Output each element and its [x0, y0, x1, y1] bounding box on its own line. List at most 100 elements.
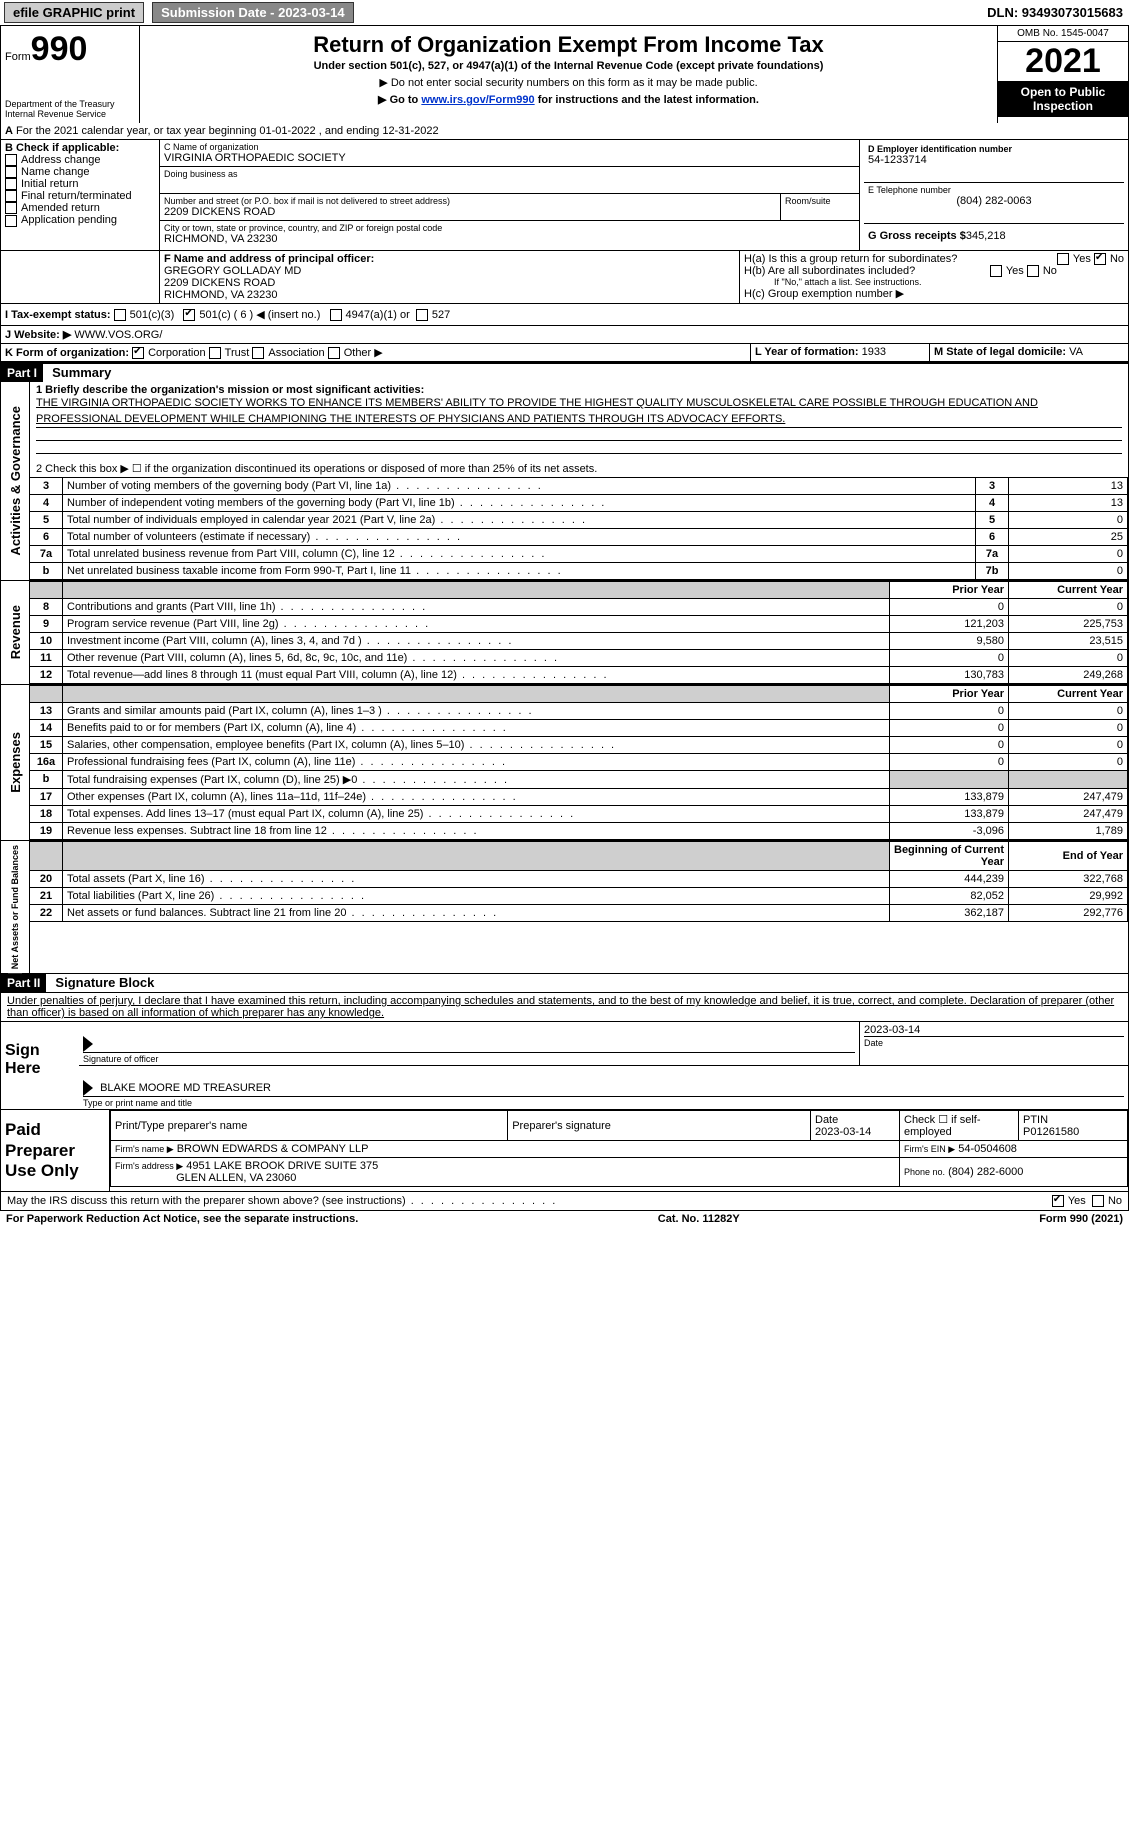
- exp-table: Prior YearCurrent Year13Grants and simil…: [30, 685, 1128, 840]
- other-check[interactable]: [328, 347, 340, 359]
- form-org-label: K Form of organization:: [5, 347, 129, 359]
- preparer-block: Paid Preparer Use Only Print/Type prepar…: [0, 1110, 1129, 1192]
- discuss-yes-check[interactable]: [1052, 1195, 1064, 1207]
- 527-check[interactable]: [416, 309, 428, 321]
- ein-label: D Employer identification number: [868, 144, 1120, 154]
- tax-year: 2021: [998, 42, 1128, 81]
- note2-pre: ▶ Go to: [378, 94, 421, 106]
- form-label: Form: [5, 51, 31, 63]
- website-label: J Website: ▶: [5, 329, 71, 341]
- check-header: B Check if applicable:: [5, 142, 155, 154]
- check-initial[interactable]: Initial return: [5, 178, 155, 190]
- corp-check[interactable]: [132, 347, 144, 359]
- name-addr-col: C Name of organization VIRGINIA ORTHOPAE…: [160, 140, 860, 250]
- arrow-icon-2: [83, 1080, 93, 1096]
- check-amended[interactable]: Amended return: [5, 202, 155, 214]
- irs-link[interactable]: www.irs.gov/Form990: [421, 94, 534, 106]
- org-addr: 2209 DICKENS ROAD: [164, 206, 776, 218]
- form-number: 990: [31, 30, 88, 68]
- officer-addr1: 2209 DICKENS ROAD: [164, 277, 735, 289]
- form-box: Form990 Department of the Treasury Inter…: [1, 26, 140, 123]
- discuss-row: May the IRS discuss this return with the…: [0, 1192, 1129, 1211]
- preparer-title: Paid Preparer Use Only: [1, 1110, 109, 1191]
- revenue-block: Revenue Prior YearCurrent Year8Contribut…: [0, 581, 1129, 685]
- header-right: OMB No. 1545-0047 2021 Open to Public In…: [997, 26, 1128, 123]
- footer-mid: Cat. No. 11282Y: [658, 1213, 740, 1225]
- trust-check[interactable]: [209, 347, 221, 359]
- group-return-box: H(a) Is this a group return for subordin…: [740, 251, 1128, 303]
- yof-label: L Year of formation:: [755, 346, 859, 358]
- check-address[interactable]: Address change: [5, 154, 155, 166]
- efile-print-button[interactable]: efile GRAPHIC print: [4, 2, 144, 23]
- gov-table: 3Number of voting members of the governi…: [30, 477, 1128, 580]
- gross-value: 345,218: [966, 230, 1006, 242]
- prep-phone-label: Phone no.: [904, 1167, 945, 1177]
- header-center: Return of Organization Exempt From Incom…: [140, 26, 997, 123]
- gov-side-label: Activities & Governance: [6, 402, 25, 560]
- hb-yes-check[interactable]: [990, 265, 1002, 277]
- prep-h3: Date: [815, 1114, 838, 1126]
- 4947-label: 4947(a)(1) or: [346, 309, 410, 321]
- arrow-icon: [83, 1036, 93, 1052]
- discuss-no-check[interactable]: [1092, 1195, 1104, 1207]
- website-value: WWW.VOS.ORG/: [74, 329, 162, 341]
- rev-side: Revenue: [1, 581, 30, 684]
- officer-addr2: RICHMOND, VA 23230: [164, 289, 735, 301]
- part-i-body: Activities & Governance 1 Briefly descri…: [0, 382, 1129, 581]
- exp-side: Expenses: [1, 685, 30, 840]
- 501c3-check[interactable]: [114, 309, 126, 321]
- sig-date-label: Date: [864, 1038, 883, 1048]
- check-name[interactable]: Name change: [5, 166, 155, 178]
- prep-date: 2023-03-14: [815, 1126, 871, 1138]
- hb-no-check[interactable]: [1027, 265, 1039, 277]
- 501c-check[interactable]: [183, 309, 195, 321]
- dln-label: DLN: 93493073015683: [987, 5, 1129, 20]
- firm-ein-label: Firm's EIN ▶: [904, 1144, 955, 1154]
- check-col: B Check if applicable: Address change Na…: [1, 140, 160, 250]
- right-info-col: D Employer identification number 54-1233…: [860, 140, 1128, 250]
- footer-right: Form 990 (2021): [1039, 1213, 1123, 1225]
- check-pending[interactable]: Application pending: [5, 214, 155, 226]
- phone-label: E Telephone number: [868, 185, 1120, 195]
- declaration: Under penalties of perjury, I declare th…: [0, 993, 1129, 1021]
- ha-yes-check[interactable]: [1057, 253, 1069, 265]
- 501c3-label: 501(c)(3): [130, 309, 175, 321]
- prep-h4[interactable]: Check ☐ if self-employed: [900, 1111, 1019, 1141]
- open-to-public: Open to Public Inspection: [998, 81, 1128, 117]
- net-table: Beginning of Current YearEnd of Year20To…: [30, 841, 1128, 922]
- ha-no-check[interactable]: [1094, 253, 1106, 265]
- name-title-label: Type or print name and title: [83, 1098, 192, 1108]
- check-final[interactable]: Final return/terminated: [5, 190, 155, 202]
- 527-label: 527: [432, 309, 450, 321]
- org-name-label: C Name of organization: [164, 142, 855, 152]
- 501c-label: 501(c) ( 6 ) ◀ (insert no.): [199, 309, 320, 321]
- part-ii-header: Part II Signature Block: [0, 974, 1129, 993]
- firm-addr2: GLEN ALLEN, VA 23060: [176, 1172, 296, 1184]
- 4947-check[interactable]: [330, 309, 342, 321]
- dba-label: Doing business as: [164, 169, 855, 179]
- sign-block: Sign Here Signature of officer 2023-03-1…: [0, 1021, 1129, 1110]
- firm-ein: 54-0504608: [958, 1143, 1017, 1155]
- assoc-check[interactable]: [252, 347, 264, 359]
- prep-phone: (804) 282-6000: [948, 1166, 1023, 1178]
- q2-text: 2 Check this box ▶ ☐ if the organization…: [36, 462, 1122, 475]
- part-ii-title: Signature Block: [49, 975, 154, 990]
- form-subtitle: Under section 501(c), 527, or 4947(a)(1)…: [144, 60, 993, 72]
- rev-side-label: Revenue: [6, 601, 25, 663]
- officer-box: F Name and address of principal officer:…: [160, 251, 740, 303]
- officer-status-row: F Name and address of principal officer:…: [0, 251, 1129, 304]
- org-name: VIRGINIA ORTHOPAEDIC SOCIETY: [164, 152, 855, 164]
- line-a: A For the 2021 calendar year, or tax yea…: [0, 123, 1129, 140]
- phone-value: (804) 282-0063: [868, 195, 1120, 207]
- rev-table: Prior YearCurrent Year8Contributions and…: [30, 581, 1128, 684]
- submission-date-button[interactable]: Submission Date - 2023-03-14: [152, 2, 354, 23]
- footer-left: For Paperwork Reduction Act Notice, see …: [6, 1213, 358, 1225]
- org-block: B Check if applicable: Address change Na…: [0, 140, 1129, 251]
- form-org-row: K Form of organization: Corporation Trus…: [0, 344, 1129, 362]
- preparer-table: Print/Type preparer's name Preparer's si…: [110, 1110, 1128, 1187]
- expense-block: Expenses Prior YearCurrent Year13Grants …: [0, 685, 1129, 841]
- room-label: Room/suite: [785, 196, 855, 206]
- signer-name: BLAKE MOORE MD TREASURER: [100, 1082, 271, 1094]
- form-header: Form990 Department of the Treasury Inter…: [0, 25, 1129, 123]
- note2-post: for instructions and the latest informat…: [535, 94, 759, 106]
